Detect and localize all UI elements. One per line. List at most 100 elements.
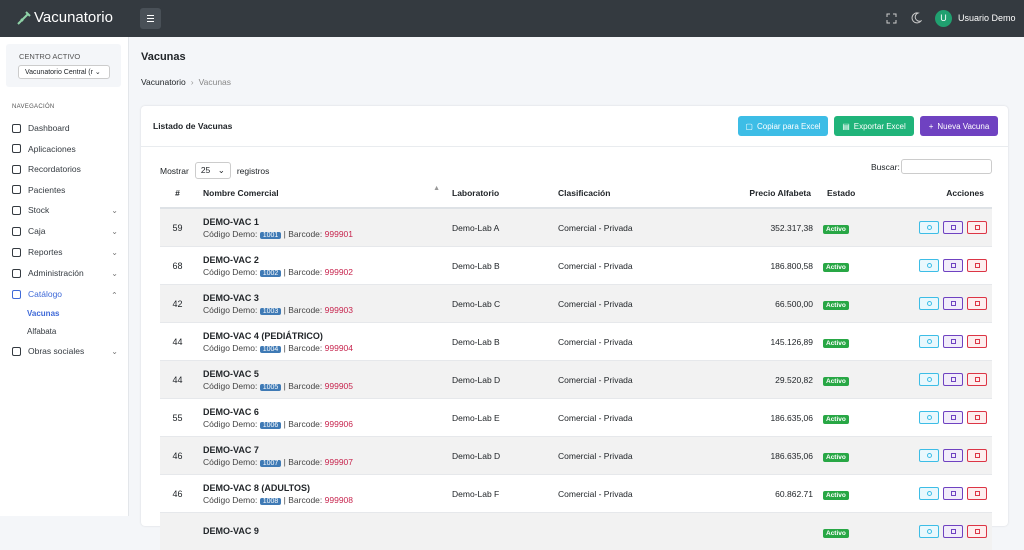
edit-button[interactable] <box>943 259 963 272</box>
cell-price: 186.800,58 <box>728 247 819 285</box>
nav-item[interactable]: Reportes⌄ <box>12 247 118 257</box>
delete-button[interactable] <box>967 259 987 272</box>
nav-label: Recordatorios <box>28 164 118 174</box>
nav-icon <box>12 206 21 215</box>
column-header[interactable]: Estado <box>819 178 895 208</box>
classification: Comercial - Privada <box>558 223 633 233</box>
view-button[interactable] <box>919 297 939 310</box>
nav-subitem[interactable]: Vacunas <box>27 309 59 318</box>
cell-id: 59 <box>160 208 195 247</box>
view-button[interactable] <box>919 411 939 424</box>
status-badge: Activo <box>823 339 849 348</box>
view-button[interactable] <box>919 449 939 462</box>
cell-id: 46 <box>160 437 195 475</box>
action-icon <box>927 301 932 306</box>
view-button[interactable] <box>919 335 939 348</box>
view-button[interactable] <box>919 487 939 500</box>
barcode-label: | Barcode: <box>284 343 323 353</box>
page-size-select[interactable]: 25⌄ <box>195 162 231 179</box>
view-button[interactable] <box>919 259 939 272</box>
menu-toggle[interactable] <box>140 8 161 29</box>
nav-item[interactable]: Pacientes <box>12 185 118 195</box>
codes: Código Demo: 1002 | Barcode: 999902 <box>203 267 436 277</box>
edit-button[interactable] <box>943 411 963 424</box>
action-icon <box>927 377 932 382</box>
delete-button[interactable] <box>967 297 987 310</box>
barcode: 999907 <box>325 457 353 467</box>
action-icon <box>927 529 932 534</box>
cell-lab: Demo-Lab A <box>444 208 550 247</box>
nav-item[interactable]: Caja⌄ <box>12 226 118 236</box>
cell-lab: Demo-Lab B <box>444 323 550 361</box>
delete-button[interactable] <box>967 221 987 234</box>
edit-button[interactable] <box>943 297 963 310</box>
delete-button[interactable] <box>967 449 987 462</box>
view-button[interactable] <box>919 373 939 386</box>
action-icon <box>927 453 932 458</box>
sidebar: CENTRO ACTIVO Vacunatorio Central (r ⌄ N… <box>0 37 129 516</box>
nav-item[interactable]: Dashboard <box>12 123 118 133</box>
user-name[interactable]: Usuario Demo <box>958 13 1016 23</box>
cell-price: 186.635,06 <box>728 437 819 475</box>
center-select[interactable]: Vacunatorio Central (r ⌄ <box>18 65 110 79</box>
column-header[interactable]: Nombre Comercial▲ <box>195 178 444 208</box>
nav-item[interactable]: Aplicaciones <box>12 144 118 154</box>
edit-button[interactable] <box>943 449 963 462</box>
status-badge: Activo <box>823 491 849 500</box>
edit-button[interactable] <box>943 373 963 386</box>
codes: Código Demo: 1003 | Barcode: 999903 <box>203 305 436 315</box>
classification: Comercial - Privada <box>558 261 633 271</box>
delete-button[interactable] <box>967 525 987 538</box>
cell-price: 145.126,89 <box>728 323 819 361</box>
nav-label: Reportes <box>28 247 111 257</box>
cell-actions <box>895 247 992 285</box>
action-icon <box>951 377 956 382</box>
column-header[interactable]: Clasificación <box>550 178 728 208</box>
code-badge: 1003 <box>260 308 282 315</box>
export-button[interactable]: ▤Exportar Excel <box>834 116 914 136</box>
column-header[interactable]: Laboratorio <box>444 178 550 208</box>
delete-button[interactable] <box>967 487 987 500</box>
edit-button[interactable] <box>943 487 963 500</box>
column-header[interactable]: # <box>160 178 195 208</box>
delete-button[interactable] <box>967 373 987 386</box>
action-icon <box>951 529 956 534</box>
fullscreen-icon[interactable] <box>886 13 897 24</box>
barcode-label: | Barcode: <box>284 419 323 429</box>
code-badge: 1005 <box>260 384 282 391</box>
search-input[interactable] <box>901 159 992 174</box>
codes: Código Demo: 1001 | Barcode: 999901 <box>203 229 436 239</box>
edit-button[interactable] <box>943 525 963 538</box>
nav-item[interactable]: Stock⌄ <box>12 205 118 215</box>
price: 66.500,00 <box>775 299 813 309</box>
new-button[interactable]: +Nueva Vacuna <box>920 116 998 136</box>
delete-button[interactable] <box>967 411 987 424</box>
lab: Demo-Lab D <box>452 375 500 385</box>
nav-label: Administración <box>28 268 111 278</box>
avatar[interactable]: U <box>935 10 952 27</box>
nav-item[interactable]: Catálogo⌄ <box>12 289 118 299</box>
copy-button[interactable]: ▢Copiar para Excel <box>738 116 828 136</box>
dark-mode-icon[interactable] <box>910 12 922 24</box>
edit-button[interactable] <box>943 221 963 234</box>
delete-button[interactable] <box>967 335 987 348</box>
view-button[interactable] <box>919 525 939 538</box>
view-button[interactable] <box>919 221 939 234</box>
breadcrumb-link[interactable]: Vacunatorio <box>141 77 186 87</box>
nav-item[interactable]: Recordatorios <box>12 164 118 174</box>
column-header[interactable]: Precio Alfabeta <box>728 178 819 208</box>
nav-item[interactable]: Obras sociales⌄ <box>12 346 118 356</box>
cell-actions <box>895 475 992 513</box>
status-badge: Activo <box>823 415 849 424</box>
cell-id: 68 <box>160 247 195 285</box>
topbar: Vacunatorio U Usuario Demo <box>0 0 1024 37</box>
nav-item[interactable]: Administración⌄ <box>12 268 118 278</box>
nav-subitem[interactable]: Alfabata <box>27 327 56 336</box>
edit-button[interactable] <box>943 335 963 348</box>
